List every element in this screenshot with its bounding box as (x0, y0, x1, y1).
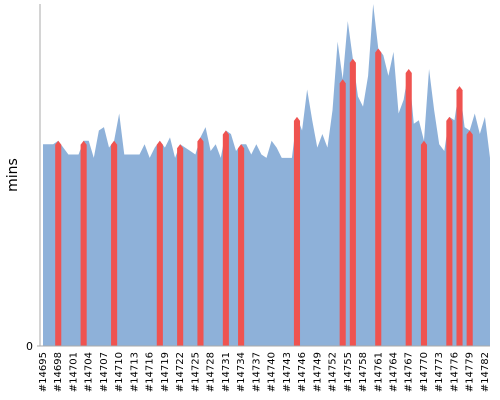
x-tick-label: #14725 (190, 352, 201, 392)
x-tick-label: #14731 (221, 352, 232, 392)
x-tick-label: #14767 (404, 352, 415, 392)
x-tick-label: #14761 (373, 352, 384, 392)
failed-segment (197, 137, 204, 346)
failed-segment (293, 116, 301, 346)
x-tick-label: #14734 (236, 352, 247, 392)
x-tick-label: #14710 (114, 352, 125, 392)
failed-segment (466, 130, 473, 346)
x-tick-label: #14722 (175, 352, 186, 392)
failed-segment (446, 116, 453, 346)
x-tick-label: #14716 (145, 352, 156, 392)
x-tick-label: #14749 (312, 352, 323, 392)
x-tick-label: #14773 (434, 352, 445, 392)
x-tick-label: #14752 (328, 352, 339, 392)
failed-segment (456, 86, 463, 346)
x-tick-label: #14698 (53, 352, 64, 392)
x-tick-label: #14737 (251, 352, 262, 392)
x-tick-label: #14740 (267, 352, 278, 392)
failed-segment (55, 140, 62, 346)
x-tick-label: #14746 (297, 352, 308, 392)
failed-segment (339, 79, 346, 347)
failed-segment (111, 140, 118, 346)
x-tick-label: #14779 (465, 352, 476, 392)
failed-segment (349, 58, 356, 346)
y-tick-label: 0 (26, 340, 33, 353)
failed-segment (80, 140, 87, 346)
x-tick-label: #14707 (99, 352, 110, 392)
failed-segment (420, 140, 428, 346)
x-tick-label: #14701 (68, 352, 79, 392)
x-tick-label: #14770 (419, 352, 430, 392)
x-tick-label: #14758 (358, 352, 369, 392)
x-tick-label: #14728 (206, 352, 217, 392)
x-tick-label: #14743 (282, 352, 293, 392)
failed-segment (177, 144, 184, 346)
x-tick-label: #14695 (38, 352, 49, 392)
x-tick-label: #14704 (84, 352, 95, 392)
failed-segment (405, 68, 412, 346)
x-tick-label: #14764 (388, 352, 399, 392)
failed-segment (222, 130, 229, 346)
x-tick-label: #14755 (343, 352, 354, 392)
failed-segment (156, 140, 163, 346)
x-tick-label: #14782 (480, 352, 491, 392)
x-tick-label: #14713 (129, 352, 140, 392)
failed-segment (238, 144, 245, 346)
failed-segment (375, 48, 382, 347)
x-tick-label: #14776 (449, 352, 460, 392)
y-axis-label: mins (5, 158, 21, 192)
x-tick-label: #14719 (160, 352, 171, 392)
